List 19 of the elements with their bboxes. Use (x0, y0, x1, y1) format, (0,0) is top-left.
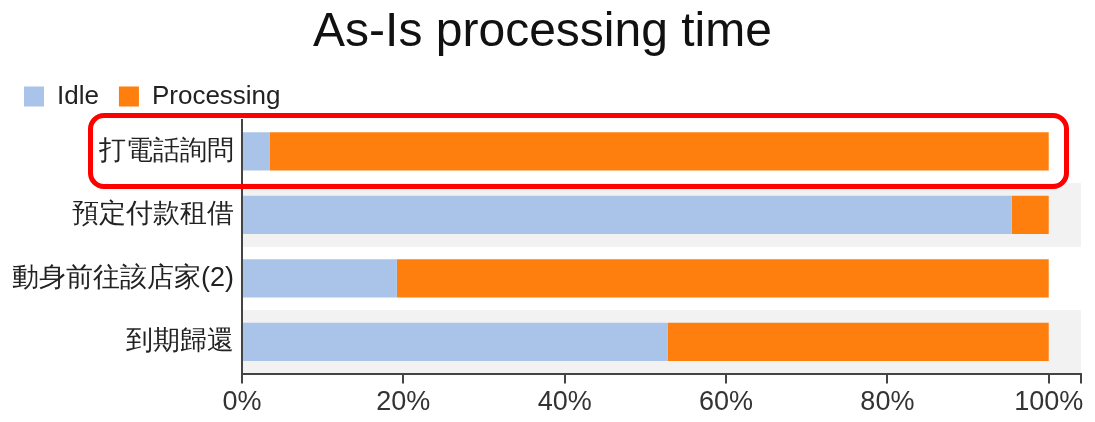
legend-label: Processing (151, 79, 281, 110)
bar (243, 132, 270, 171)
x-tick-label: 0% (222, 386, 262, 417)
y-tick-label: 打電話詢問 (98, 134, 234, 165)
bar (1011, 195, 1049, 234)
x-tick-label: 100% (1014, 386, 1084, 417)
legend-label: Idle (57, 79, 99, 110)
bar (667, 322, 1049, 361)
y-tick-label: 預定付款租借 (72, 198, 234, 229)
x-tick-label: 40% (537, 386, 592, 417)
chart-title: As-Is processing time (313, 3, 772, 57)
bar (243, 259, 397, 298)
x-tick-label: 60% (699, 386, 754, 417)
bar (243, 322, 668, 361)
x-tick-label: 20% (376, 386, 431, 417)
y-tick-label: 動身前往該店家(2) (12, 261, 234, 292)
bar (396, 259, 1049, 298)
x-tick-label: 80% (860, 386, 915, 417)
y-tick-label: 到期歸還 (126, 325, 234, 356)
